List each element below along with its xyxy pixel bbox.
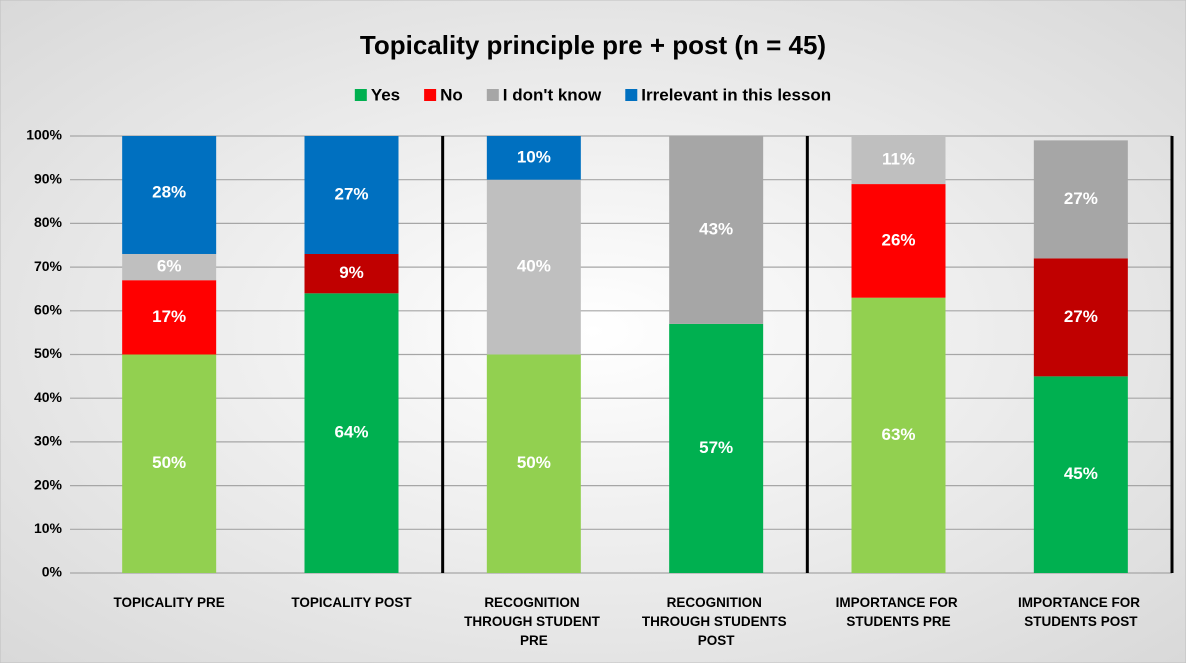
y-tick-label: 30% [34, 433, 63, 449]
data-label: 28% [152, 182, 186, 201]
legend-label: No [440, 85, 463, 104]
bar-segment [486, 354, 581, 573]
bar-segment [669, 136, 764, 324]
data-label: 9% [339, 263, 364, 282]
data-label: 27% [1064, 307, 1098, 326]
data-label: 11% [882, 150, 915, 169]
grid [70, 135, 1174, 574]
y-tick-label: 70% [34, 258, 63, 274]
bar-segment [1033, 258, 1128, 377]
data-label: 57% [699, 438, 733, 457]
y-tick-label: 40% [34, 389, 63, 405]
legend-swatch [625, 89, 638, 101]
legend-label: Irrelevant in this lesson [641, 85, 831, 104]
bar-segment [122, 253, 217, 281]
y-tick-label: 100% [26, 127, 62, 143]
labels: 0% 10% 20% 30% 40% 50% 60% 70% 80% 90% 100% TOPICAL… [26, 127, 1144, 648]
y-tick-label: 50% [34, 345, 63, 361]
bar-segment [304, 293, 399, 573]
y-tick-label: 60% [34, 302, 63, 318]
bar-segment [1033, 376, 1128, 573]
legend-label: Yes [371, 85, 400, 104]
x-tick-label: IMPORTANCE FOR STUDENTS PRE [836, 595, 962, 629]
legend-swatch [424, 89, 437, 101]
bar-segment [304, 253, 399, 294]
bar-segment [486, 136, 581, 180]
y-tick-label: 0% [42, 564, 63, 580]
data-label: 27% [1064, 189, 1098, 208]
legend: Yes No I don't know Irrelevant in this less… [354, 85, 831, 104]
y-tick-label: 80% [34, 214, 63, 230]
x-tick-label: RECOGNITION THROUGH STUDENT PRE [464, 595, 604, 648]
x-tick-label: TOPICALITY PRE [114, 595, 225, 610]
y-tick-label: 20% [34, 476, 63, 492]
bar-segment [122, 354, 217, 573]
x-tick-label: TOPICALITY POST [291, 595, 412, 610]
bar-segment [122, 280, 217, 355]
data-label: 50% [152, 453, 186, 472]
data-label: 26% [881, 230, 915, 249]
data-label: 63% [881, 425, 915, 444]
data-label: 43% [699, 219, 733, 238]
bar-segment [851, 184, 946, 298]
data-label: 10% [517, 147, 551, 166]
bars [122, 136, 1128, 573]
y-tick-label: 10% [34, 520, 63, 536]
data-label: 50% [517, 453, 551, 472]
bar-segment [486, 179, 581, 355]
data-label: 6% [157, 257, 182, 276]
legend-swatch [354, 89, 367, 101]
data-label: 17% [152, 307, 186, 326]
bar-segment [851, 297, 946, 573]
bar-segment [851, 136, 946, 185]
legend-label: I don't know [503, 85, 602, 104]
data-label: 64% [334, 423, 368, 442]
bar-segment [122, 136, 217, 254]
legend-swatch [486, 89, 499, 101]
bar-segment [1033, 140, 1128, 259]
x-tick-label: RECOGNITION THROUGH STUDENTS POST [642, 595, 791, 648]
data-label: 45% [1064, 464, 1098, 483]
bar-segment [304, 136, 399, 254]
chart-title: Topicality principle pre + post (n = 45) [360, 30, 826, 60]
data-label: 40% [517, 257, 551, 276]
bar-segment [669, 323, 764, 573]
x-tick-label: IMPORTANCE FOR STUDENTS POST [1018, 595, 1144, 629]
y-tick-label: 90% [34, 170, 63, 186]
data-label: 27% [334, 184, 368, 203]
